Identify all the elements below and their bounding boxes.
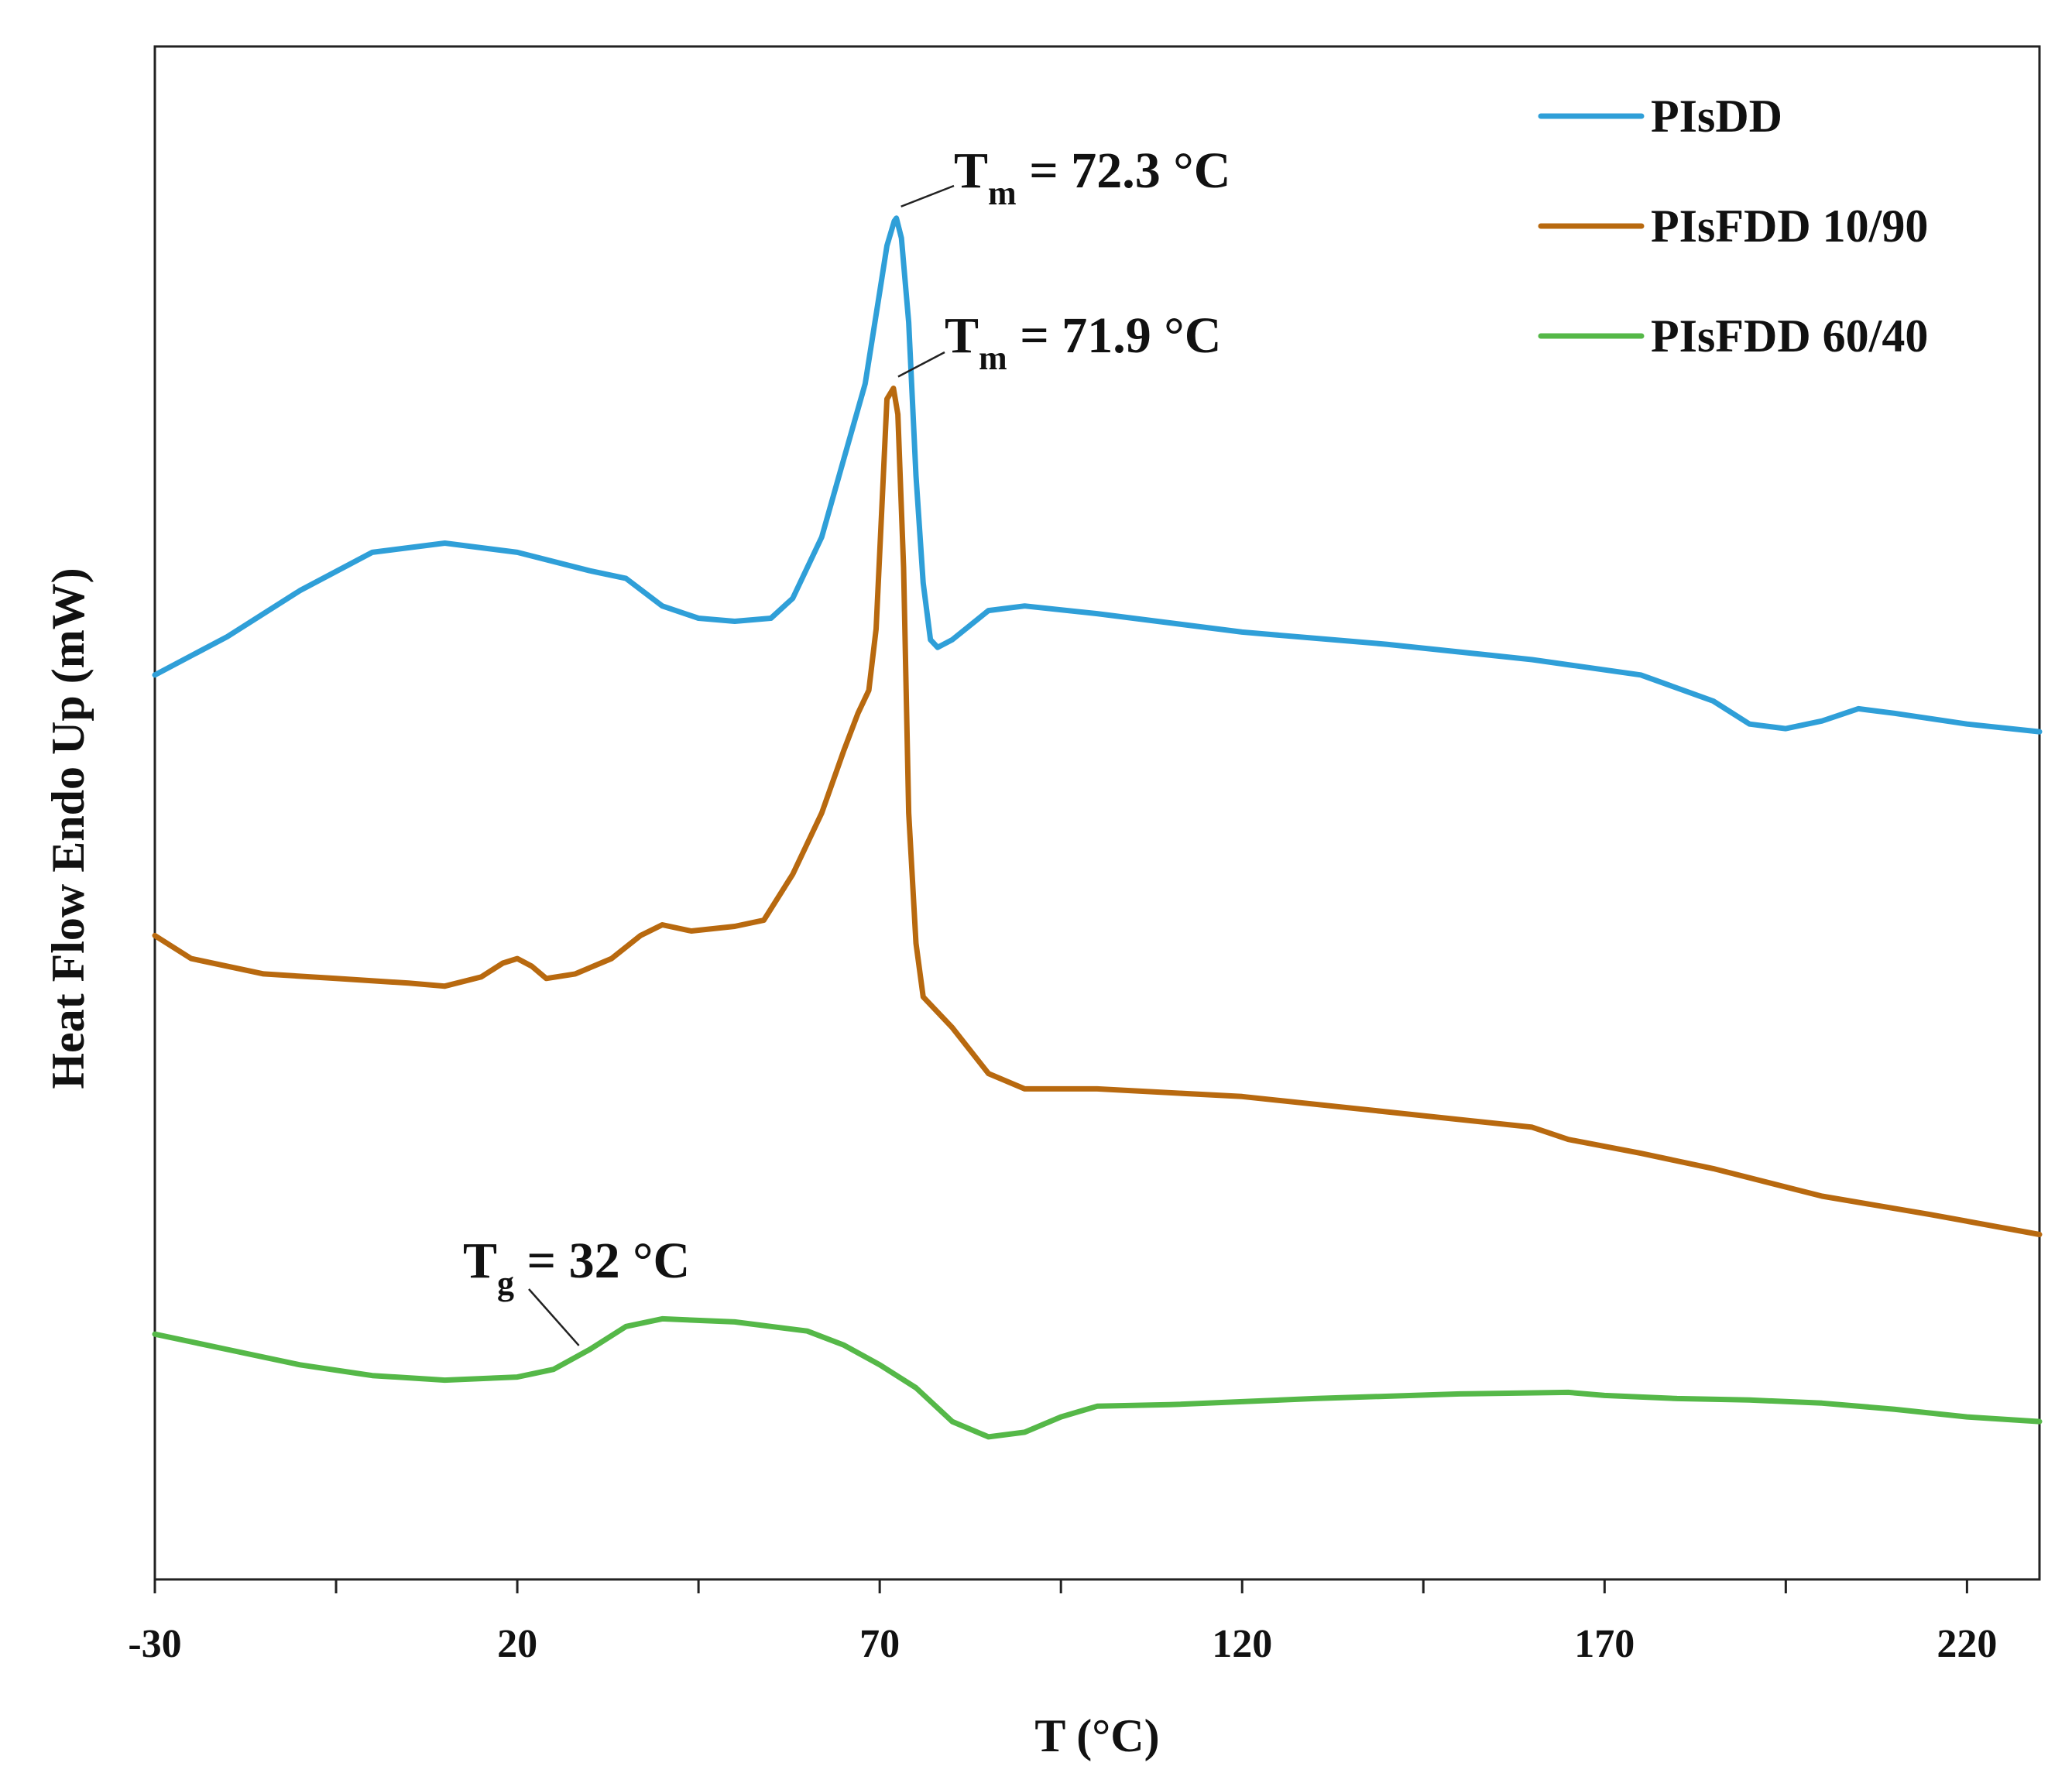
- annotation-label: Tg = 32 °C: [463, 1233, 690, 1302]
- legend-label: PIsDD: [1651, 91, 1782, 142]
- annotation-leader: [897, 351, 945, 378]
- legend-label: PIsFDD 60/40: [1651, 310, 1928, 362]
- y-axis-title: Heat Flow Endo Up (mW): [43, 568, 94, 1089]
- annotation-main: T: [945, 307, 979, 364]
- series-line-1: [152, 215, 2043, 735]
- annotations: Tm = 72.3 °CTm = 71.9 °CTg = 32 °C: [463, 142, 1230, 1346]
- x-tick-label: -30: [128, 1622, 181, 1666]
- annotation-subscript: m: [979, 339, 1007, 377]
- annotation-value: = 71.9 °C: [1007, 307, 1222, 364]
- annotation-value: = 72.3 °C: [1017, 142, 1231, 199]
- annotation-label: Tm = 71.9 °C: [945, 307, 1221, 377]
- annotation-value: = 32 °C: [514, 1233, 690, 1289]
- legend: PIsDD PIsFDD 10/90 PIsFDD 60/40: [1538, 91, 1928, 362]
- annotation-leader: [900, 184, 955, 207]
- x-tick-label: 170: [1574, 1622, 1635, 1666]
- x-axis-title: T (°C): [1034, 1710, 1159, 1761]
- annotation-subscript: g: [497, 1264, 514, 1302]
- plot-frame: [153, 45, 2041, 1581]
- x-tick-label: 20: [497, 1622, 537, 1666]
- x-tick-label: 220: [1936, 1622, 1997, 1666]
- annotation-subscript: m: [988, 174, 1017, 212]
- x-tick-label: 70: [859, 1622, 900, 1666]
- x-tick-label: 120: [1212, 1622, 1272, 1666]
- annotation-main: T: [954, 142, 988, 199]
- series-line-2: [152, 386, 2043, 1237]
- x-axis-ticks: -30 20 70 120 170 220: [128, 1579, 1997, 1666]
- annotation-label: Tm = 72.3 °C: [954, 142, 1230, 212]
- annotation-leader: [528, 1288, 580, 1346]
- legend-label: PIsFDD 10/90: [1651, 201, 1928, 252]
- annotation-main: T: [463, 1233, 497, 1289]
- series-line-3: [152, 1315, 2043, 1440]
- series-lines: [152, 215, 2043, 1440]
